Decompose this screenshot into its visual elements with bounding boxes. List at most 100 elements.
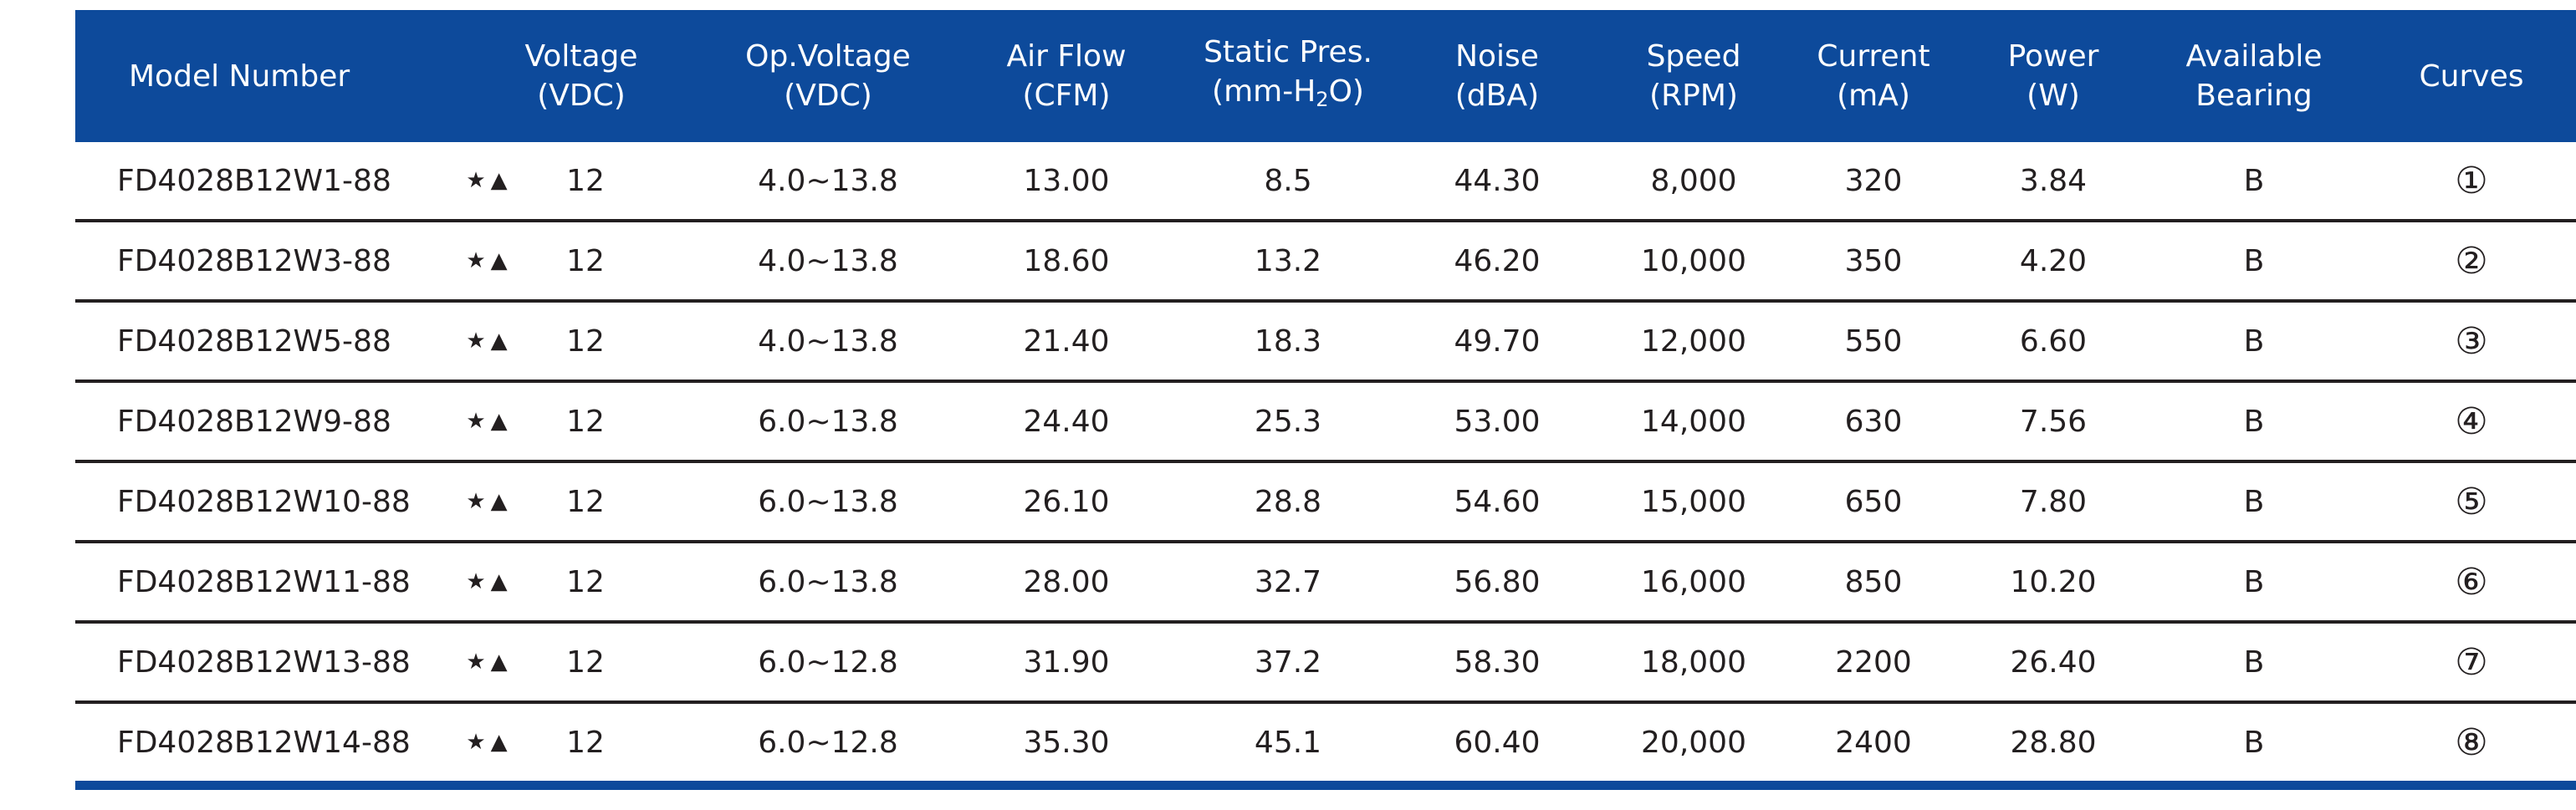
cell-model: FD4028B12W11-88 bbox=[117, 564, 411, 599]
cell-air-flow: 35.30 bbox=[1023, 725, 1110, 760]
header-model-number: Model Number bbox=[129, 10, 350, 142]
cell-air-flow: 26.10 bbox=[1023, 484, 1110, 519]
cell-current: 320 bbox=[1844, 163, 1903, 198]
cell-voltage: 12 bbox=[566, 725, 605, 760]
cell-static-pres: 32.7 bbox=[1254, 564, 1322, 599]
header-current-label: Current bbox=[1817, 39, 1930, 74]
cell-marks: ★▲ bbox=[466, 650, 513, 675]
header-available-bearing: Available Bearing bbox=[2175, 10, 2333, 142]
cell-bearing: B bbox=[2243, 644, 2265, 680]
header-op-voltage: Op.Voltage (VDC) bbox=[728, 10, 928, 142]
cell-air-flow: 28.00 bbox=[1023, 564, 1110, 599]
table-row: FD4028B12W5-88 ★▲ 12 4.0~13.8 21.40 18.3 49.70… bbox=[75, 303, 2576, 383]
header-air-flow: Air Flow (CFM) bbox=[995, 10, 1137, 142]
cell-curve: ④ bbox=[2455, 400, 2488, 443]
header-noise: Noise (dBA) bbox=[1443, 10, 1551, 142]
header-bearing-label: Available bbox=[2185, 39, 2323, 74]
cell-curve: ② bbox=[2455, 239, 2488, 283]
header-voltage: Voltage (VDC) bbox=[519, 10, 644, 142]
cell-voltage: 12 bbox=[566, 163, 605, 198]
header-curves-label: Curves bbox=[2419, 59, 2524, 94]
cell-curve: ⑦ bbox=[2455, 640, 2488, 684]
header-op-voltage-label: Op.Voltage bbox=[745, 39, 911, 74]
cell-op-voltage: 6.0~13.8 bbox=[758, 404, 898, 439]
cell-op-voltage: 4.0~13.8 bbox=[758, 323, 898, 359]
cell-current: 2400 bbox=[1835, 725, 1912, 760]
header-air-flow-unit: (CFM) bbox=[1022, 79, 1111, 113]
cell-bearing: B bbox=[2243, 243, 2265, 278]
cell-speed: 14,000 bbox=[1641, 404, 1746, 439]
cell-noise: 58.30 bbox=[1454, 644, 1541, 680]
cell-power: 6.60 bbox=[2019, 323, 2088, 359]
cell-bearing: B bbox=[2243, 725, 2265, 760]
cell-model: FD4028B12W13-88 bbox=[117, 644, 411, 680]
table-body: FD4028B12W1-88 ★▲ 12 4.0~13.8 13.00 8.5 44.30 8… bbox=[75, 142, 2576, 790]
cell-speed: 15,000 bbox=[1641, 484, 1746, 519]
header-noise-label: Noise bbox=[1455, 39, 1539, 74]
header-air-flow-label: Air Flow bbox=[1006, 39, 1127, 74]
header-speed-label: Speed bbox=[1646, 39, 1741, 74]
cell-curve: ⑤ bbox=[2455, 480, 2488, 523]
header-noise-unit: (dBA) bbox=[1454, 79, 1540, 113]
cell-voltage: 12 bbox=[566, 243, 605, 278]
table-row: FD4028B12W13-88 ★▲ 12 6.0~12.8 31.90 37.2 58.3… bbox=[75, 624, 2576, 704]
cell-model: FD4028B12W14-88 bbox=[117, 725, 411, 760]
cell-noise: 49.70 bbox=[1454, 323, 1541, 359]
cell-op-voltage: 6.0~13.8 bbox=[758, 564, 898, 599]
cell-op-voltage: 6.0~13.8 bbox=[758, 484, 898, 519]
cell-static-pres: 25.3 bbox=[1254, 404, 1322, 439]
cell-speed: 8,000 bbox=[1650, 163, 1737, 198]
cell-static-pres: 13.2 bbox=[1254, 243, 1322, 278]
cell-op-voltage: 6.0~12.8 bbox=[758, 725, 898, 760]
header-speed: Speed (RPM) bbox=[1631, 10, 1756, 142]
table-row: FD4028B12W1-88 ★▲ 12 4.0~13.8 13.00 8.5 44.30 8… bbox=[75, 142, 2576, 222]
cell-static-pres: 18.3 bbox=[1254, 323, 1322, 359]
cell-marks: ★▲ bbox=[466, 409, 513, 434]
cell-speed: 20,000 bbox=[1641, 725, 1746, 760]
table-row: FD4028B12W14-88 ★▲ 12 6.0~12.8 35.30 45.1 60.4… bbox=[75, 704, 2576, 790]
cell-bearing: B bbox=[2243, 323, 2265, 359]
header-model-label: Model Number bbox=[129, 59, 350, 94]
cell-marks: ★▲ bbox=[466, 248, 513, 273]
cell-static-pres: 45.1 bbox=[1254, 725, 1322, 760]
cell-marks: ★▲ bbox=[466, 730, 513, 755]
cell-power: 3.84 bbox=[2019, 163, 2088, 198]
cell-voltage: 12 bbox=[566, 564, 605, 599]
cell-model: FD4028B12W1-88 bbox=[117, 163, 391, 198]
cell-current: 2200 bbox=[1835, 644, 1912, 680]
fan-spec-table: Model Number Voltage (VDC) Op.Voltage (V… bbox=[75, 10, 2576, 790]
cell-bearing: B bbox=[2243, 404, 2265, 439]
cell-noise: 60.40 bbox=[1454, 725, 1541, 760]
cell-marks: ★▲ bbox=[466, 329, 513, 354]
header-static-pressure: Static Pres. (mm-H2O) bbox=[1179, 10, 1397, 142]
cell-bearing: B bbox=[2243, 163, 2265, 198]
table-row: FD4028B12W10-88 ★▲ 12 6.0~13.8 26.10 28.8 54.6… bbox=[75, 463, 2576, 543]
header-static-pressure-unit-b: O) bbox=[1328, 74, 1364, 109]
cell-voltage: 12 bbox=[566, 644, 605, 680]
cell-power: 7.56 bbox=[2019, 404, 2088, 439]
cell-op-voltage: 6.0~12.8 bbox=[758, 644, 898, 680]
cell-curve: ⑥ bbox=[2455, 560, 2488, 604]
table-header: Model Number Voltage (VDC) Op.Voltage (V… bbox=[75, 10, 2576, 142]
cell-op-voltage: 4.0~13.8 bbox=[758, 163, 898, 198]
header-static-pressure-unit: (mm-H2O) bbox=[1212, 72, 1364, 120]
cell-op-voltage: 4.0~13.8 bbox=[758, 243, 898, 278]
header-static-pressure-label: Static Pres. bbox=[1204, 35, 1372, 69]
header-static-pressure-unit-a: (mm-H bbox=[1212, 74, 1316, 109]
header-op-voltage-unit: (VDC) bbox=[784, 79, 872, 113]
cell-curve: ⑧ bbox=[2455, 721, 2488, 764]
header-bearing-label-2: Bearing bbox=[2195, 79, 2313, 113]
cell-speed: 16,000 bbox=[1641, 564, 1746, 599]
cell-power: 4.20 bbox=[2019, 243, 2088, 278]
cell-bearing: B bbox=[2243, 564, 2265, 599]
cell-marks: ★▲ bbox=[466, 569, 513, 594]
cell-speed: 10,000 bbox=[1641, 243, 1746, 278]
cell-current: 630 bbox=[1844, 404, 1903, 439]
header-static-pressure-unit-sub: 2 bbox=[1316, 88, 1329, 111]
table-row: FD4028B12W3-88 ★▲ 12 4.0~13.8 18.60 13.2 46.20… bbox=[75, 222, 2576, 303]
header-power: Power (W) bbox=[1999, 10, 2108, 142]
cell-speed: 12,000 bbox=[1641, 323, 1746, 359]
table-row: FD4028B12W9-88 ★▲ 12 6.0~13.8 24.40 25.3 53.00… bbox=[75, 383, 2576, 463]
header-speed-unit: (RPM) bbox=[1649, 79, 1738, 113]
cell-current: 850 bbox=[1844, 564, 1903, 599]
